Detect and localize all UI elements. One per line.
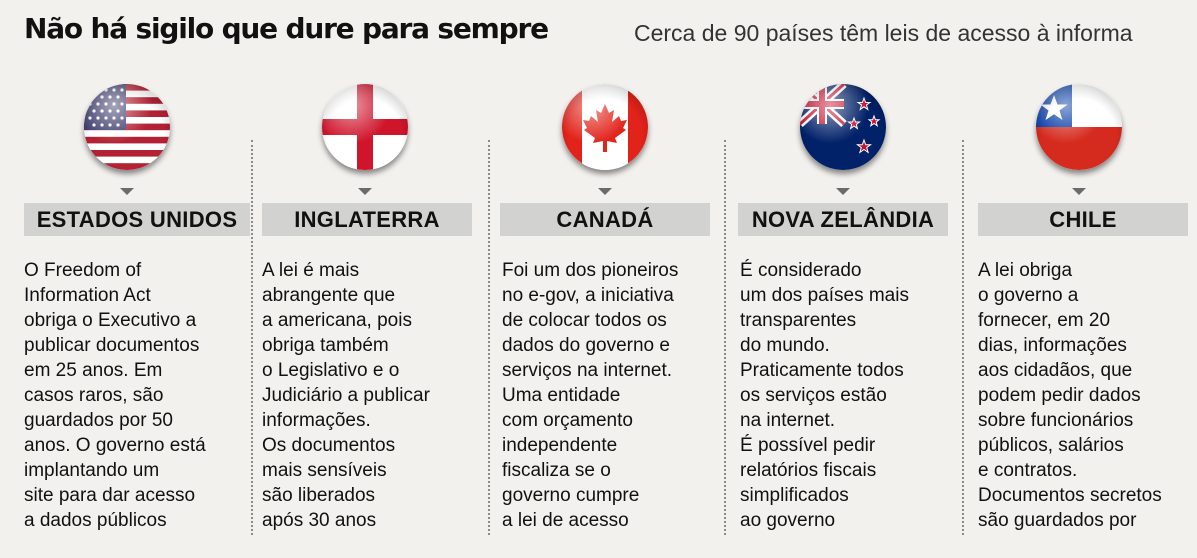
country-description: Foi um dos pioneiros no e-gov, a iniciati…: [502, 260, 679, 531]
pointer-icon: [598, 188, 612, 195]
page-subtitle: Cerca de 90 países têm leis de acesso à …: [634, 20, 1133, 46]
country-column-usa: ESTADOS UNIDOS O Freedom of Information A…: [24, 60, 250, 558]
country-name: CANADÁ: [500, 203, 710, 236]
pointer-icon: [836, 188, 850, 195]
pointer-icon: [1072, 188, 1086, 195]
country-description: A lei obriga o governo a fornecer, em 20 d…: [978, 260, 1162, 531]
country-description: É considerado um dos países mais transpar…: [740, 260, 909, 531]
england-flag-icon: [322, 84, 408, 170]
country-name: NOVA ZELÂNDIA: [738, 203, 948, 236]
canada-flag-icon: [562, 84, 648, 170]
pointer-icon: [358, 188, 372, 195]
column-divider: [488, 140, 490, 535]
column-divider: [724, 140, 726, 535]
header: Não há sigilo que dure para sempre Cerca…: [24, 10, 1197, 50]
country-column-new-zealand: NOVA ZELÂNDIA É considerado um dos países…: [738, 60, 948, 558]
country-name: CHILE: [978, 203, 1188, 236]
pointer-icon: [120, 188, 134, 195]
new-zealand-flag-icon: [800, 84, 886, 170]
chile-flag-icon: [1036, 84, 1122, 170]
column-divider: [962, 140, 964, 535]
country-column-canada: CANADÁ Foi um dos pioneiros no e-gov, a i…: [500, 60, 710, 558]
country-column-chile: CHILE A lei obriga o governo a fornecer, …: [978, 60, 1188, 558]
page-title: Não há sigilo que dure para sempre: [24, 12, 549, 45]
country-description: O Freedom of Information Act obriga o Exe…: [24, 260, 206, 531]
country-column-england: INGLATERRA A lei é mais abrangente que a …: [262, 60, 472, 558]
country-description: A lei é mais abrangente que a americana, …: [262, 260, 430, 531]
usa-flag-icon: [84, 84, 170, 170]
country-name: INGLATERRA: [262, 203, 472, 236]
country-name: ESTADOS UNIDOS: [24, 203, 250, 236]
column-divider: [251, 140, 253, 535]
